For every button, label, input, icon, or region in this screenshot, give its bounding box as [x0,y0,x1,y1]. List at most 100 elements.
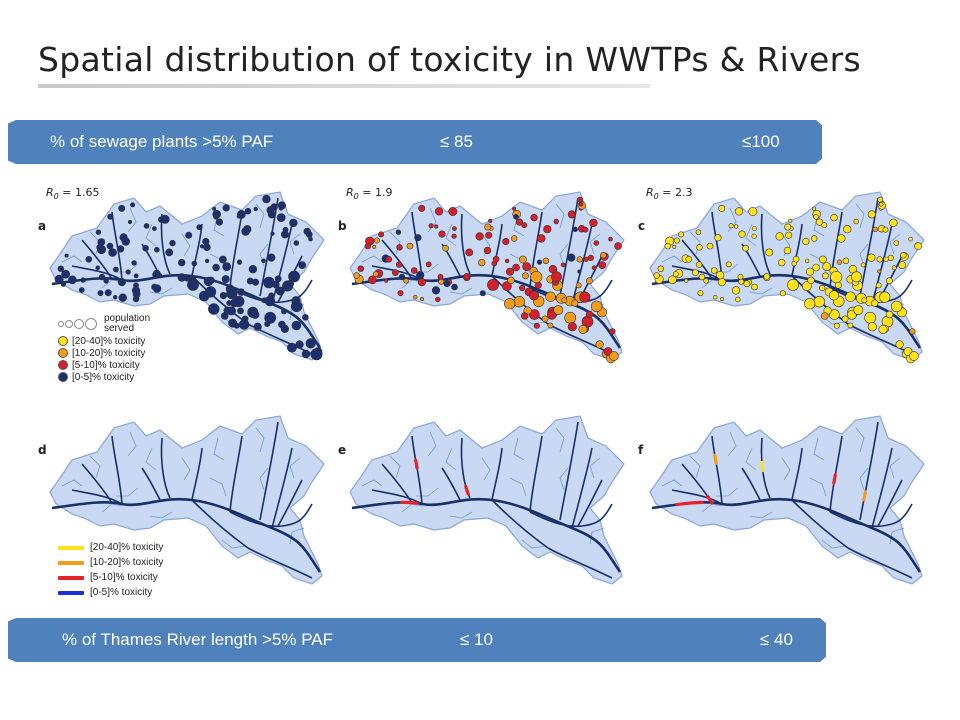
treatment-plant-dot [889,218,898,228]
treatment-plant-dot [725,261,732,268]
river-line [271,447,293,529]
legend-population: population served [58,313,150,333]
treatment-plant-dot [264,311,277,324]
tributary-line [127,207,137,233]
toxic-river-segment [410,434,424,506]
treatment-plant-dot [872,226,878,232]
treatment-plant-dot [560,262,566,268]
treatment-plant-dot [431,286,441,295]
treatment-plant-dot [117,245,125,253]
treatment-plant-dot [392,269,399,276]
treatment-plant-dot [288,270,300,283]
treatment-plant-dot [127,219,133,225]
treatment-plant-dot [877,269,882,274]
treatment-plant-dot [262,194,271,204]
tributary-line [289,457,301,479]
bottom-banner-label: % of Thames River length >5% PAF [62,630,334,649]
treatment-plant-dot [261,297,268,304]
treatment-plant-dot [820,312,829,320]
map-panel-f: f [638,415,925,585]
tributary-line [449,287,473,295]
treatment-plant-dot [879,291,891,303]
treatment-plant-dot [847,322,854,329]
tributary-line [555,427,565,453]
treatment-plant-dot [278,320,286,329]
treatment-plant-dot [841,315,849,323]
treatment-plant-dot [451,233,457,239]
top-banner-value-2: ≤100 [742,132,780,151]
treatment-plant-dot [819,284,826,292]
treatment-plant-dot [822,272,829,280]
legend-point-item: [10-20]% toxicity [58,347,150,359]
river-line [571,223,593,305]
treatment-plant-dot [267,210,276,219]
treatment-plant-dot [226,300,233,306]
tributary-line [559,467,569,491]
river-line [681,239,713,280]
treatment-plant-dot [213,213,219,220]
treatment-plant-dot [227,306,237,316]
tributary-line [889,457,901,479]
treatment-plant-dot [478,258,486,267]
treatment-plant-dot [501,281,512,291]
treatment-plant-dot [543,225,552,234]
treatment-plant-dot [412,294,418,300]
treatment-plant-dot [272,280,280,289]
treatment-plant-dot [529,290,540,301]
river-line [829,503,913,528]
river-line [491,447,503,501]
treatment-plant-dot [703,278,709,284]
treatment-plant-dot [882,226,889,233]
tributary-line [145,447,157,471]
treatment-plant-dot [530,213,538,222]
treatment-plant-dot [233,322,240,329]
r0-value: = 1.9 [359,186,393,199]
panel-letter: c [638,219,645,233]
treatment-plant-dot [207,276,215,285]
treatment-plant-dot [506,267,515,276]
river-line [829,211,843,289]
tributary-line [859,467,869,491]
treatment-plant-dot [417,277,426,287]
treatment-plant-dot [237,307,244,315]
treatment-plant-dot [178,258,186,267]
main-river [51,497,322,573]
river-line [160,437,171,499]
r0-label: R0 = 1.9 [346,186,392,201]
river-line [559,421,579,521]
treatment-plant-dot [813,213,819,220]
treatment-plant-dot [236,214,242,219]
treatment-plant-dot [553,305,564,315]
river-line [229,435,243,513]
treatment-plant-dot [577,269,582,274]
treatment-plant-dot [131,286,141,295]
tributary-line [389,231,401,255]
treatment-plant-dot [485,231,493,239]
treatment-plant-dot [716,270,725,280]
tributary-line [661,255,683,263]
treatment-plant-dot [97,290,104,297]
treatment-plant-dot [885,277,893,285]
treatment-plant-dot [233,295,245,308]
toxic-river-segment [350,497,622,574]
legend-points-items: [20-40]% toxicity [10-20]% toxicity [5-10]… [58,335,150,383]
treatment-plant-dot [465,248,474,257]
map-panel-c: c R0 = 2.3 [638,186,925,364]
legend-river-label: [5-10]% toxicity [90,572,158,583]
treatment-plant-dot [416,270,425,280]
treatment-plant-dot [564,311,577,324]
treatment-plant-dot [742,244,749,252]
treatment-plant-dot [600,251,607,259]
treatment-plant-dot [270,231,275,236]
river-line [711,435,723,505]
treatment-plant-dot [728,223,734,229]
tributary-line [689,455,701,479]
treatment-plant-dot [895,340,904,349]
treatment-plant-dot [488,218,493,224]
treatment-plant-dot [261,258,266,264]
treatment-plant-dot [487,279,499,291]
tributary-line [445,223,457,247]
treatment-plant-dot [585,310,594,319]
river-line [81,239,113,280]
treatment-plant-dot [435,296,441,303]
